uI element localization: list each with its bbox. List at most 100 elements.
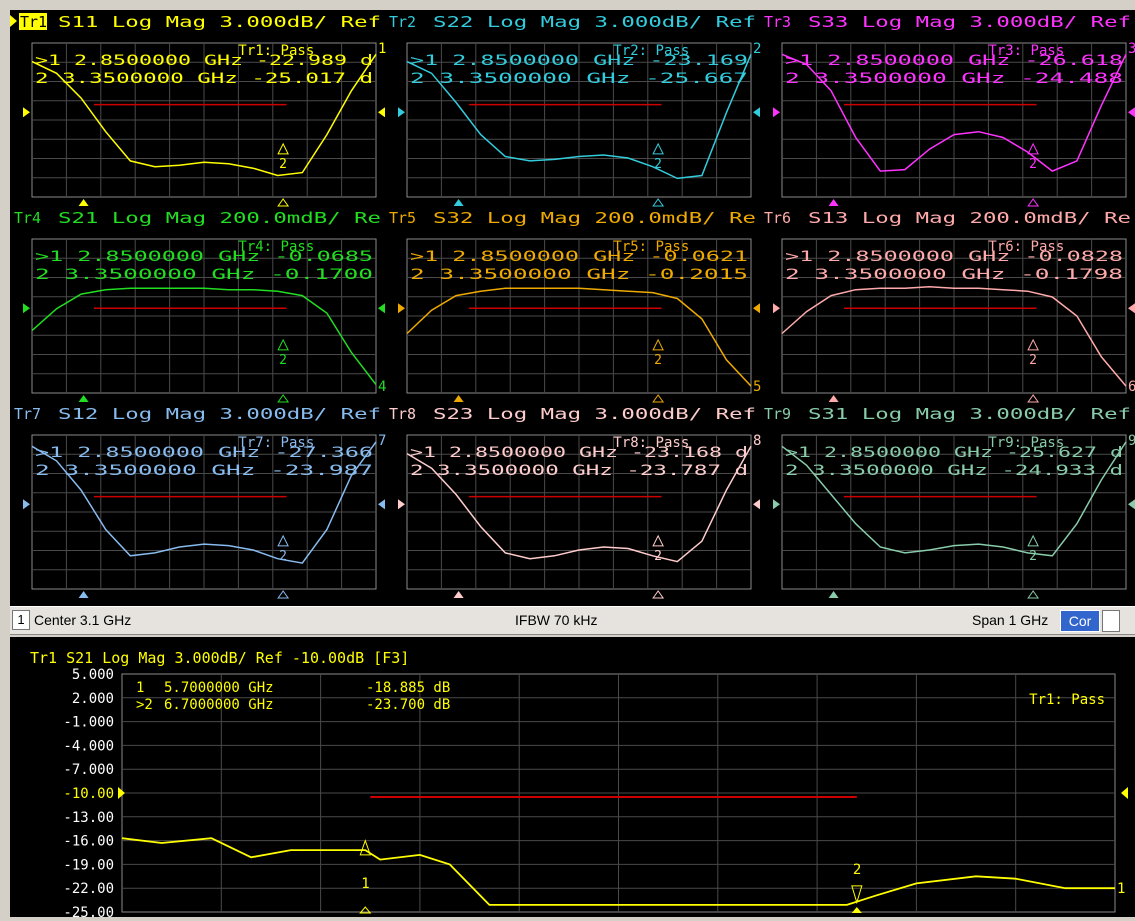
marker-2-label: 2 (654, 549, 662, 564)
marker-2-label: 2 (654, 157, 662, 172)
trace-cell-tr8[interactable]: Tr8 S23 Log Mag 3.000dB/ Ref 2 >1 2.8500000… (389, 405, 761, 599)
marker-list-value: -23.700 dB (366, 697, 450, 713)
marker-2-position-icon (652, 198, 665, 207)
trace-id-label: Tr1 (20, 13, 47, 31)
trace-id-label: Tr5 (389, 209, 416, 227)
marker-2-symbol-icon (851, 885, 863, 905)
trace-scale-label: 9 (1128, 433, 1135, 449)
trace-id-label: Tr8 (389, 405, 416, 423)
reference-left-arrow-icon (773, 499, 780, 510)
marker-1-readout: >1 2.8500000 GHz -0.0621 (410, 249, 748, 265)
center-frequency[interactable]: Center 3.1 GHz (34, 612, 132, 628)
marker-2-position-icon (1027, 394, 1040, 403)
trace-id-label: Tr2 (389, 13, 416, 31)
marker-1-position-icon (359, 906, 372, 914)
marker-2-position-icon (652, 590, 665, 599)
active-trace-arrow-icon (10, 15, 17, 27)
marker-1-readout: >1 2.8500000 GHz -22.989 d (35, 53, 373, 69)
trace-cell-tr6[interactable]: Tr6 S13 Log Mag 200.0mdB/ Re 2 >1 2.8500000… (764, 209, 1135, 403)
y-axis-tick-label: 5.000 (72, 667, 114, 683)
span-setting[interactable]: Span 1 GHz (972, 612, 1049, 628)
bottom-trace-header: Tr1 S21 Log Mag 3.000dB/ Ref -10.00dB [F… (30, 649, 409, 667)
y-axis-tick-label: -4.000 (63, 738, 114, 754)
y-axis-tick-label: -13.00 (63, 810, 114, 826)
marker-2-position-icon (277, 394, 290, 403)
trace-cell-tr2[interactable]: Tr2 S22 Log Mag 3.000dB/ Ref 2 >1 2.8500000… (389, 13, 761, 207)
trace-cell-tr7[interactable]: Tr7 S12 Log Mag 3.000dB/ Ref 2 >1 2.8500000… (14, 405, 386, 599)
single-trace-display[interactable]: Tr1 S21 Log Mag 3.000dB/ Ref -10.00dB [F… (10, 637, 1135, 921)
marker-1-symbol-icon (359, 839, 371, 856)
limit-test-status: Tr3: Pass (988, 43, 1064, 59)
marker-list-number: >2 (136, 697, 153, 713)
trace-id-label: Tr4 (14, 209, 41, 227)
marker-2-label: 2 (1029, 157, 1037, 172)
limit-test-status: Tr4: Pass (238, 239, 314, 255)
trace-scale-label: 7 (378, 433, 386, 449)
marker-2-label: 2 (654, 353, 662, 368)
marker-2-symbol-icon (277, 534, 289, 547)
marker-2-readout: 2 3.3500000 GHz -0.1798 (785, 267, 1123, 283)
limit-test-status: Tr6: Pass (988, 239, 1064, 255)
trace-cell-tr4[interactable]: Tr4 S21 Log Mag 200.0mdB/ Re 2 >1 2.8500000… (14, 209, 386, 403)
reference-left-arrow-icon (23, 107, 30, 118)
reference-left-arrow-icon (398, 107, 405, 118)
trace-header-text: S11 Log Mag 3.000dB/ Ref (58, 13, 381, 31)
reference-left-arrow-icon (398, 499, 405, 510)
marker-1-position-icon (453, 591, 464, 598)
marker-1-position-icon (828, 199, 839, 206)
marker-2-label: 2 (279, 549, 287, 564)
marker-1-position-icon (453, 199, 464, 206)
y-axis-tick-label: -10.00 (63, 786, 114, 802)
marker-1-readout: >1 2.8500000 GHz -0.0828 (785, 249, 1123, 265)
marker-2-position-icon (652, 394, 665, 403)
trace-cell-tr1[interactable]: Tr1 S11 Log Mag 3.000dB/ Ref 2 >1 2.8500000… (10, 13, 386, 207)
marker-2-symbol-icon (652, 142, 664, 155)
reference-right-arrow-icon (378, 303, 385, 314)
marker-2-position-icon (1027, 198, 1040, 207)
trace-cell-tr9[interactable]: Tr9 S31 Log Mag 3.000dB/ Ref 2 >1 2.8500000… (764, 405, 1135, 599)
ifbw-setting[interactable]: IFBW 70 kHz (515, 612, 598, 628)
reference-right-arrow-icon (1121, 787, 1128, 799)
marker-2-label: 2 (853, 862, 861, 878)
marker-1-position-icon (78, 591, 89, 598)
reference-left-arrow-icon (773, 107, 780, 118)
active-trace-highlight (19, 13, 47, 30)
trace-header-text: S22 Log Mag 3.000dB/ Ref (433, 13, 756, 31)
trace-scale-label: 6 (1128, 379, 1135, 395)
trace-id-label: Tr9 (764, 405, 791, 423)
y-axis-tick-label: -22.00 (63, 881, 114, 897)
trace-cell-tr5[interactable]: Tr5 S32 Log Mag 200.0mdB/ Re 2 >1 2.8500000… (389, 209, 761, 403)
channel-number[interactable]: 1 (12, 610, 30, 630)
status-indicator-box (1102, 610, 1120, 632)
marker-2-symbol-icon (1027, 338, 1039, 351)
trace-curve (31, 287, 377, 386)
reference-right-arrow-icon (378, 107, 385, 118)
marker-2-position-icon (1027, 590, 1040, 599)
marker-2-readout: 2 3.3500000 GHz -24.933 d (785, 463, 1123, 479)
reference-right-arrow-icon (1128, 499, 1135, 510)
trace-curve (406, 445, 752, 563)
trace-cell-tr3[interactable]: Tr3 S33 Log Mag 3.000dB/ Ref 2 >1 2.8500000… (764, 13, 1135, 207)
trace-header-text: S32 Log Mag 200.0mdB/ Re (433, 209, 756, 227)
trace-curve (406, 54, 752, 180)
trace-curve (31, 441, 377, 564)
trace-header-text: S31 Log Mag 3.000dB/ Ref (808, 405, 1131, 423)
marker-2-symbol-icon (652, 338, 664, 351)
marker-2-symbol-icon (277, 338, 289, 351)
bottom-trace-svg: Tr1 S21 Log Mag 3.000dB/ Ref -10.00dB [F… (30, 649, 1128, 921)
y-axis-tick-label: -25.00 (63, 905, 114, 917)
correction-badge[interactable]: Cor (1060, 610, 1100, 632)
marker-1-position-icon (828, 591, 839, 598)
trace-scale-label: 5 (753, 379, 761, 395)
marker-2-readout: 2 3.3500000 GHz -23.987 (35, 463, 373, 479)
marker-list-frequency: 5.7000000 GHz (164, 680, 274, 696)
marker-2-symbol-icon (1027, 142, 1039, 155)
marker-1-readout: >1 2.8500000 GHz -0.0685 (35, 249, 373, 265)
marker-2-readout: 2 3.3500000 GHz -25.667 (410, 71, 748, 87)
trace-header-text: S33 Log Mag 3.000dB/ Ref (808, 13, 1131, 31)
multi-trace-display[interactable]: Tr1 S11 Log Mag 3.000dB/ Ref 2 >1 2.8500000… (10, 10, 1135, 606)
channel-status-bar: 1 Center 3.1 GHz IFBW 70 kHz Span 1 GHz … (10, 606, 1135, 635)
marker-2-label: 2 (1029, 353, 1037, 368)
trace-scale-label: 4 (378, 379, 386, 395)
